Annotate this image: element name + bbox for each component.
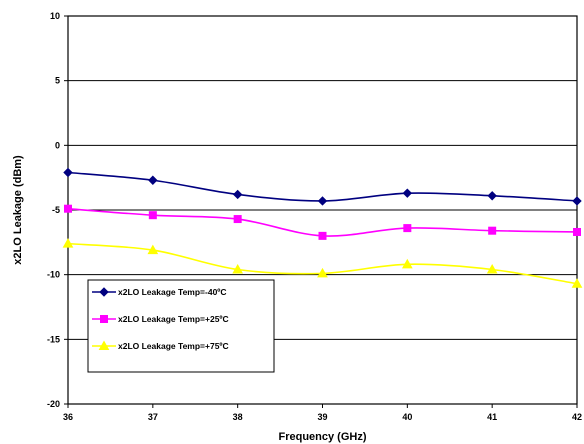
y-tick-label: -15 — [47, 334, 60, 344]
data-point — [317, 267, 328, 278]
x-tick-label: 37 — [148, 412, 158, 422]
data-point — [148, 211, 157, 220]
data-point — [403, 224, 412, 233]
gridlines — [68, 80, 577, 340]
legend-label: x2LO Leakage Temp=+25ºC — [118, 314, 229, 324]
legend-item: x2LO Leakage Temp=+75ºC — [92, 340, 229, 351]
series-group — [62, 167, 583, 288]
y-tick-label: -20 — [47, 399, 60, 409]
data-point — [63, 167, 73, 178]
y-tick-label: 0 — [55, 140, 60, 150]
legend-swatch-marker — [98, 340, 110, 350]
data-point — [486, 263, 498, 274]
data-point — [147, 244, 159, 255]
data-point — [572, 196, 582, 206]
legend-box — [87, 279, 275, 373]
data-point — [148, 175, 158, 185]
y-axis-title: x2LO Leakage (dBm) — [12, 155, 24, 265]
y-tick-label: -5 — [52, 205, 60, 215]
data-point — [62, 238, 74, 248]
legend-label: x2LO Leakage Temp=-40ºC — [118, 287, 227, 297]
x-axis-title: Frequency (GHz) — [278, 431, 366, 443]
data-point — [232, 263, 244, 274]
series-2 — [64, 204, 581, 240]
data-point — [571, 278, 583, 288]
series-3 — [62, 238, 583, 288]
data-point — [488, 226, 497, 235]
x-axis-ticks: 36 37 38 39 40 41 42 — [63, 404, 582, 422]
data-point — [401, 258, 413, 269]
data-point — [318, 231, 327, 240]
legend-swatch-marker — [99, 287, 109, 297]
legend-swatch-marker — [100, 315, 108, 323]
y-tick-label: -10 — [47, 270, 60, 280]
data-point — [487, 191, 497, 201]
x-tick-label: 40 — [402, 412, 412, 422]
x-tick-label: 38 — [233, 412, 243, 422]
data-point — [317, 196, 328, 206]
x-tick-label: 41 — [487, 412, 497, 422]
x-tick-label: 36 — [63, 412, 73, 422]
legend-item: x2LO Leakage Temp=-40ºC — [92, 287, 227, 297]
data-point — [402, 188, 413, 198]
legend-item: x2LO Leakage Temp=+25ºC — [92, 314, 229, 324]
y-tick-label: 5 — [55, 76, 60, 86]
data-point — [232, 189, 243, 200]
x-tick-label: 39 — [317, 412, 327, 422]
legend: x2LO Leakage Temp=-40ºC x2LO Leakage Temp… — [87, 279, 275, 373]
x-tick-label: 42 — [572, 412, 582, 422]
data-point — [233, 215, 242, 224]
series-1 — [63, 167, 582, 206]
data-point — [64, 204, 72, 213]
legend-label: x2LO Leakage Temp=+75ºC — [118, 341, 229, 351]
y-tick-label: 10 — [50, 11, 60, 21]
data-point — [573, 227, 581, 236]
